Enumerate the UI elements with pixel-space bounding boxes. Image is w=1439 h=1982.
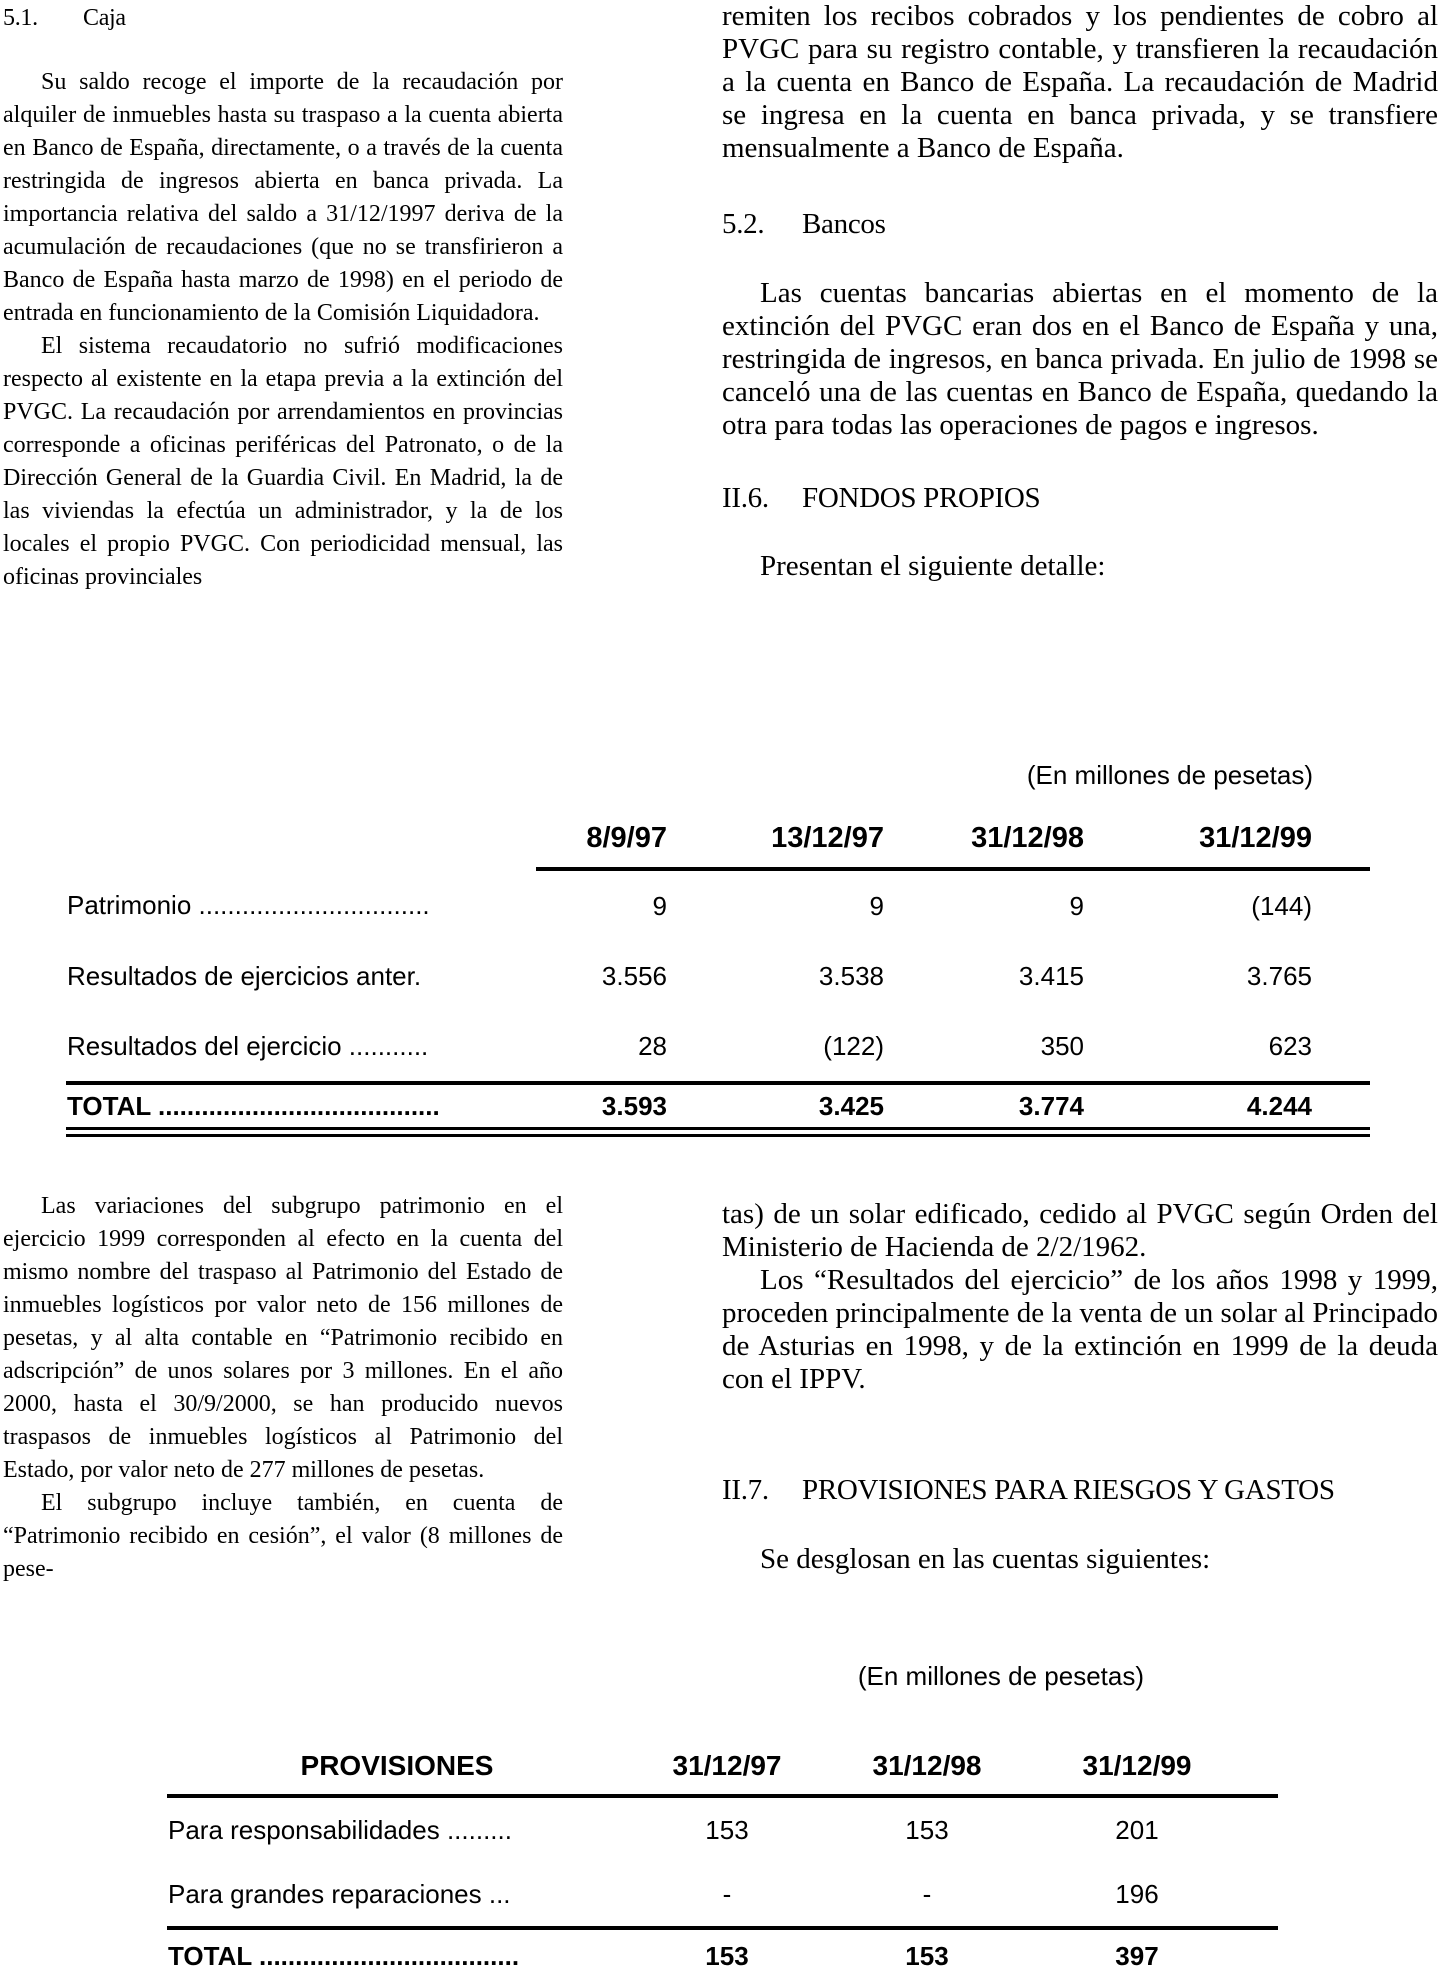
row-label: Resultados del ejercicio ........... bbox=[67, 1030, 429, 1061]
table-row-resultados-anteriores: Resultados de ejercicios anter. 3.556 3.… bbox=[66, 941, 1370, 1011]
cell-value: 196 bbox=[1115, 1878, 1159, 1909]
paragraph-caja-continuation: remiten los recibos cobrados y los pendi… bbox=[722, 0, 1438, 164]
paragraph-provisiones-intro: Se desglosan en las cuentas siguientes: bbox=[760, 1543, 1211, 1575]
table-row-patrimonio: Patrimonio .............................… bbox=[66, 869, 1370, 941]
total-value: 3.593 bbox=[536, 1081, 668, 1137]
section-heading-II-6: II.6. FONDOS PROPIOS bbox=[722, 482, 1438, 515]
section-number: II.7. bbox=[722, 1474, 769, 1506]
cell-value: 28 bbox=[638, 1030, 667, 1061]
spacer-cell bbox=[1313, 869, 1370, 941]
section-title: Caja bbox=[83, 5, 126, 31]
bottom-left-column: Las variaciones del subgrupo patrimonio … bbox=[3, 1180, 563, 1586]
paragraph-patrimonio-continuation: tas) de un solar edificado, cedido al PV… bbox=[722, 1198, 1438, 1263]
total-value: 3.774 bbox=[885, 1081, 1085, 1137]
table-total-row: TOTAL ..................................… bbox=[167, 1926, 1278, 1982]
table-header-row: PROVISIONES 31/12/97 31/12/98 31/12/99 bbox=[167, 1741, 1278, 1798]
cell-value: 3.538 bbox=[818, 960, 884, 991]
total-value: 153 bbox=[627, 1926, 827, 1982]
cell-value: 201 bbox=[1115, 1814, 1159, 1845]
paragraph-bancos: Las cuentas bancarias abiertas en el mom… bbox=[722, 277, 1438, 441]
cell-value: 3.765 bbox=[1246, 960, 1312, 991]
cell-value: - bbox=[722, 1878, 732, 1909]
cell-value: 3.415 bbox=[1018, 960, 1084, 991]
cell-value: 9 bbox=[652, 890, 667, 921]
row-label: Para responsabilidades ......... bbox=[168, 1814, 512, 1845]
table-row-resultados-ejercicio: Resultados del ejercicio ........... 28 … bbox=[66, 1011, 1370, 1083]
header-spacer-cell bbox=[1247, 1741, 1278, 1798]
row-label: Patrimonio .............................… bbox=[67, 889, 430, 920]
section-heading-5-2: 5.2. Bancos bbox=[722, 208, 1438, 241]
top-right-column: remiten los recibos cobrados y los pendi… bbox=[722, 0, 1438, 583]
cell-value: 153 bbox=[705, 1814, 749, 1845]
column-header: 31/12/98 bbox=[827, 1741, 1027, 1798]
provisiones-grid: PROVISIONES 31/12/97 31/12/98 31/12/99 P… bbox=[167, 1741, 1278, 1982]
header-spacer-cell bbox=[1313, 802, 1370, 871]
top-left-column: 5.1. Caja Su saldo recoge el importe de l… bbox=[3, 2, 563, 594]
section-heading-5-1: 5.1. Caja bbox=[3, 2, 563, 35]
spacer-cell bbox=[1313, 1081, 1370, 1137]
empty-header-cell bbox=[66, 802, 536, 869]
fondos-propios-table: (En millones de pesetas) 8/9/97 13/12/97… bbox=[66, 752, 1370, 1137]
cell-value: 153 bbox=[905, 1814, 949, 1845]
paragraph-patrimonio-2: El subgrupo incluye también, en cuenta d… bbox=[3, 1490, 563, 1582]
cell-value: (122) bbox=[823, 1030, 884, 1061]
table-row-responsabilidades: Para responsabilidades ......... 153 153… bbox=[167, 1796, 1278, 1862]
section-heading-II-7: II.7. PROVISIONES PARA RIESGOS Y GASTOS bbox=[722, 1474, 1438, 1507]
cell-value: (144) bbox=[1251, 890, 1312, 921]
spacer-cell bbox=[1247, 1926, 1278, 1982]
total-value: 4.244 bbox=[1085, 1081, 1313, 1137]
paragraph-resultados: Los “Resultados del ejercicio” de los añ… bbox=[722, 1264, 1438, 1395]
label-column-header: PROVISIONES bbox=[167, 1741, 627, 1798]
cell-value: 3.556 bbox=[601, 960, 667, 991]
cell-value: 9 bbox=[1069, 890, 1084, 921]
spacer-cell bbox=[1247, 1796, 1278, 1862]
total-value: 3.425 bbox=[668, 1081, 885, 1137]
column-header: 31/12/97 bbox=[627, 1741, 827, 1798]
table-total-row: TOTAL ..................................… bbox=[66, 1081, 1370, 1137]
table-header-row: 8/9/97 13/12/97 31/12/98 31/12/99 bbox=[66, 802, 1370, 871]
fondos-propios-grid: 8/9/97 13/12/97 31/12/98 31/12/99 Patrim… bbox=[66, 802, 1370, 1137]
column-header: 31/12/98 bbox=[885, 802, 1085, 871]
spacer-cell bbox=[1247, 1862, 1278, 1928]
row-label: Para grandes reparaciones ... bbox=[168, 1878, 511, 1909]
paragraph-fondos-intro: Presentan el siguiente detalle: bbox=[760, 550, 1106, 582]
paragraph-patrimonio-1: Las variaciones del subgrupo patrimonio … bbox=[3, 1193, 563, 1483]
paragraph-caja-2: El sistema recaudatorio no sufrió modifi… bbox=[3, 333, 563, 590]
column-header: 31/12/99 bbox=[1027, 1741, 1247, 1798]
section-number: 5.1. bbox=[3, 5, 38, 31]
total-value: 397 bbox=[1027, 1926, 1247, 1982]
spacer-cell bbox=[1313, 1011, 1370, 1083]
column-header: 8/9/97 bbox=[536, 802, 668, 871]
column-header: 31/12/99 bbox=[1085, 802, 1313, 871]
total-value: 153 bbox=[827, 1926, 1027, 1982]
section-title: FONDOS PROPIOS bbox=[802, 482, 1041, 514]
column-header: 13/12/97 bbox=[668, 802, 885, 871]
total-label: TOTAL ..................................… bbox=[167, 1926, 627, 1982]
paragraph-caja-1: Su saldo recoge el importe de la recauda… bbox=[3, 69, 563, 326]
cell-value: 623 bbox=[1268, 1030, 1312, 1061]
section-number: II.6. bbox=[722, 482, 769, 514]
section-number: 5.2. bbox=[722, 208, 765, 240]
total-label: TOTAL ..................................… bbox=[66, 1081, 536, 1137]
row-label: Resultados de ejercicios anter. bbox=[67, 960, 422, 991]
provisiones-table: (En millones de pesetas) PROVISIONES 31/… bbox=[167, 1655, 1278, 1982]
unit-note: (En millones de pesetas) bbox=[1026, 760, 1313, 790]
cell-value: 350 bbox=[1040, 1030, 1084, 1061]
cell-value: - bbox=[922, 1878, 932, 1909]
spacer-cell bbox=[1313, 941, 1370, 1011]
unit-note: (En millones de pesetas) bbox=[857, 1661, 1144, 1691]
table-row-reparaciones: Para grandes reparaciones ... - - 196 bbox=[167, 1862, 1278, 1928]
section-title: Bancos bbox=[802, 208, 886, 240]
section-title: PROVISIONES PARA RIESGOS Y GASTOS bbox=[802, 1474, 1335, 1506]
cell-value: 9 bbox=[869, 890, 884, 921]
bottom-right-column: tas) de un solar edificado, cedido al PV… bbox=[722, 1180, 1438, 1576]
